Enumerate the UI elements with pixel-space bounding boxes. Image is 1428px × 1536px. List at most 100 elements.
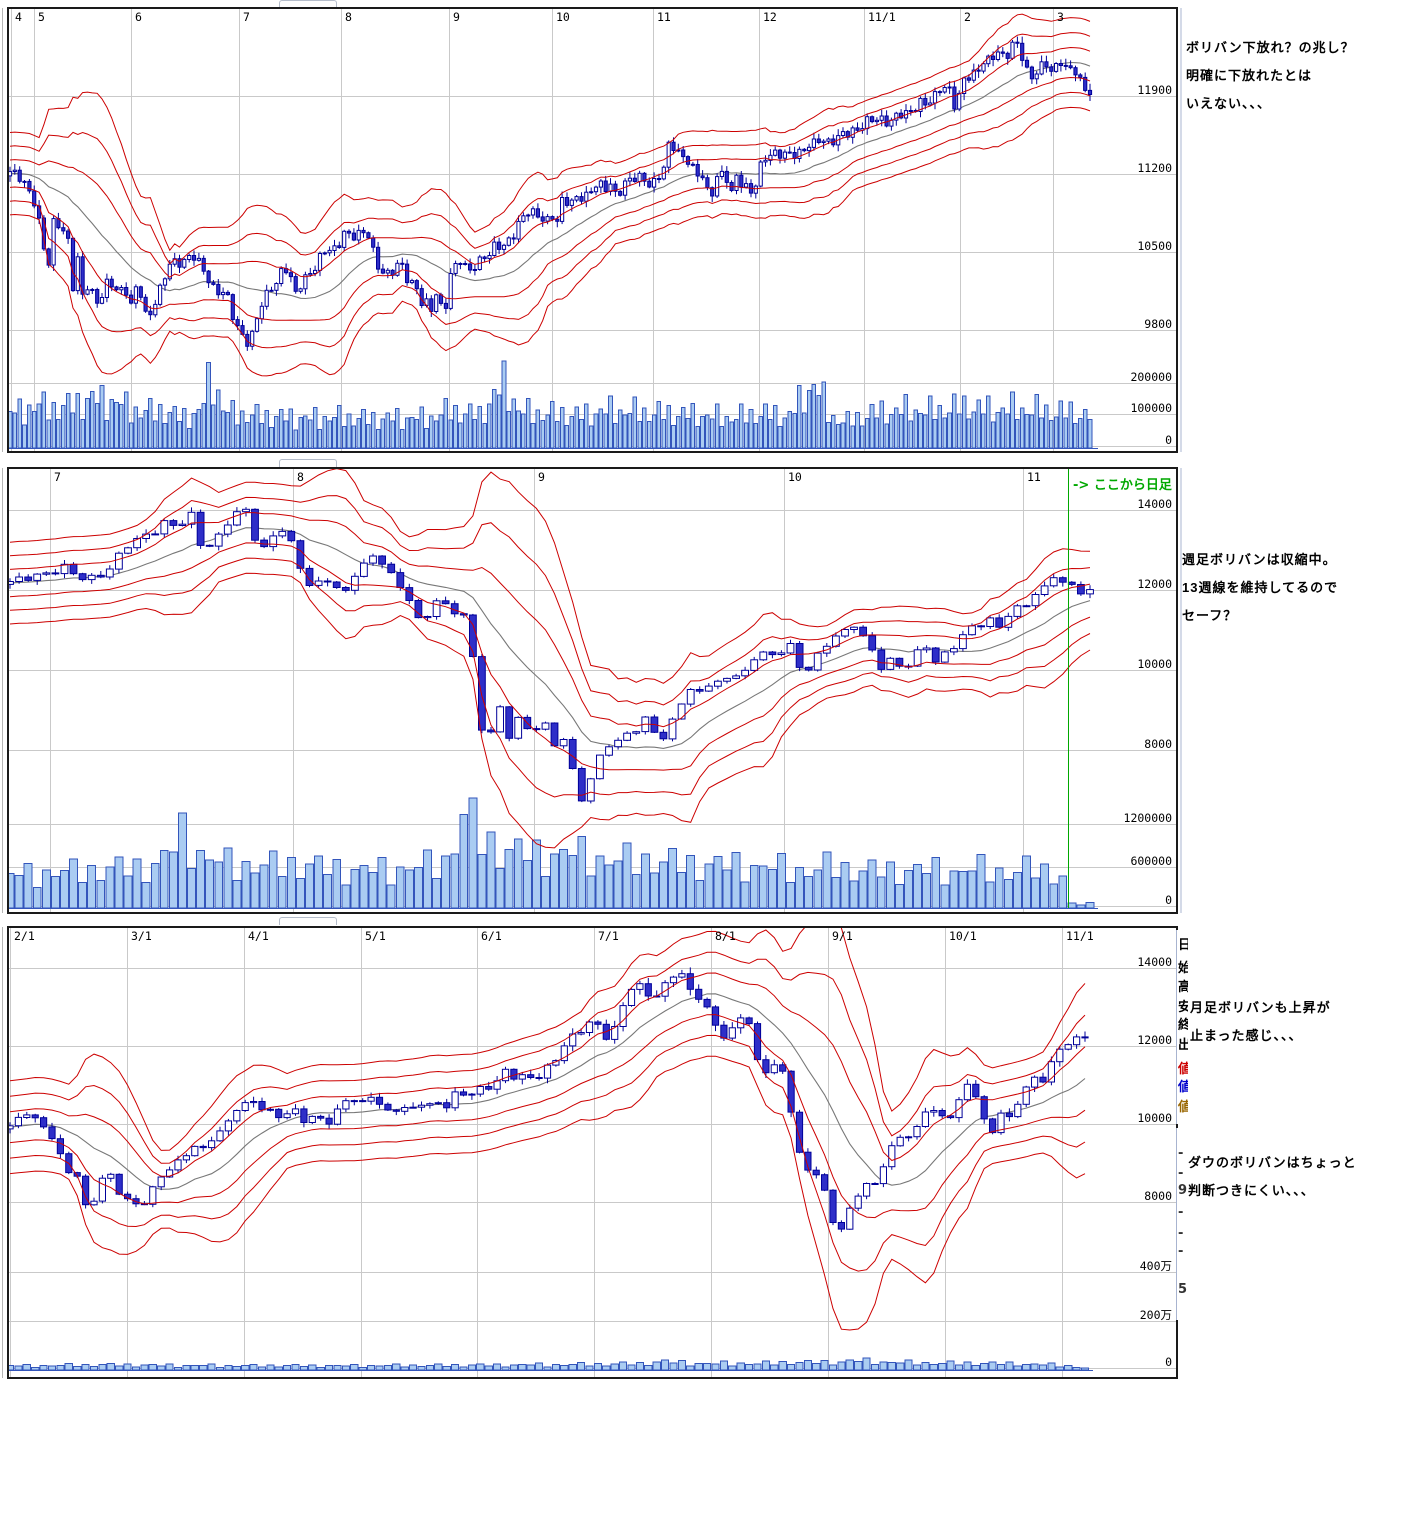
svg-text:3/1: 3/1 [131, 929, 152, 943]
svg-text:10/1: 10/1 [949, 929, 977, 943]
daily-bollinger-bands [9, 13, 1091, 377]
svg-text:8: 8 [345, 10, 352, 24]
monthly-axis-labels: 2/1 3/1 4/1 5/1 6/1 7/1 8/1 9/1 10/1 11/1 14000 120… [14, 929, 1172, 1369]
svg-text:10: 10 [556, 10, 570, 24]
annotation-line: 判断つきにくい、、、 [1188, 1183, 1315, 1198]
svg-text:0: 0 [1165, 433, 1172, 447]
svg-text:9800: 9800 [1144, 317, 1172, 331]
svg-text:11/1: 11/1 [1066, 929, 1094, 943]
panel-glyph: - [1178, 1244, 1184, 1259]
daily-axis-labels: 4 5 6 7 8 9 10 11 12 11/1 2 3 11900 11200 10500 9800 200… [15, 10, 1172, 447]
svg-text:12: 12 [763, 10, 777, 24]
svg-text:14000: 14000 [1137, 955, 1172, 969]
svg-text:5/1: 5/1 [365, 929, 386, 943]
panel-glyph: 値 [1178, 1076, 1188, 1095]
panel-glyph: 出 [1178, 1034, 1188, 1053]
svg-text:10: 10 [788, 470, 802, 484]
svg-text:400万: 400万 [1140, 1259, 1172, 1273]
window-artifact-middle [279, 459, 337, 467]
annotation-daily: ボリバン下放れ？の兆し？ 明確に下放れたとは いえない、、、 [1186, 34, 1355, 118]
svg-text:0: 0 [1165, 893, 1172, 907]
svg-text:8000: 8000 [1144, 737, 1172, 751]
daily-candles [9, 36, 1093, 351]
panel-glyph: 5 [1178, 1282, 1188, 1297]
panel-glyph: - [1178, 1205, 1184, 1220]
svg-text:14000: 14000 [1137, 497, 1172, 511]
window-artifact-top [279, 0, 337, 8]
cutoff-quote-panel: 日始高安終出値値値 [1176, 930, 1188, 1124]
svg-text:11: 11 [657, 10, 671, 24]
annotation-dow: ダウのボリバンはちょっと 判断つきにくい、、、 [1188, 1149, 1357, 1205]
monthly-chart: 2/1 3/1 4/1 5/1 6/1 7/1 8/1 9/1 10/1 11/1 14000 120… [2, 926, 1178, 1379]
panel-glyph: 高 [1178, 976, 1188, 995]
svg-text:6/1: 6/1 [481, 929, 502, 943]
svg-text:9/1: 9/1 [832, 929, 853, 943]
daily-chart: 4 5 6 7 8 9 10 11 12 11/1 2 3 11900 11200 10500 9800 200… [2, 7, 1182, 453]
svg-text:6: 6 [135, 10, 142, 24]
panel-glyph: 安 [1178, 996, 1188, 1015]
svg-text:4/1: 4/1 [248, 929, 269, 943]
weekly-chart: -> ここから日足 7 8 9 10 11 14000 12000 10000 8000 12000… [2, 467, 1182, 914]
monthly-candles [9, 967, 1089, 1233]
svg-text:7: 7 [243, 10, 250, 24]
annotation-line: ボリバン下放れ？の兆し？ [1186, 40, 1355, 55]
weekly-volume-bars [9, 797, 1095, 909]
svg-text:7: 7 [54, 470, 61, 484]
annotation-line: 明確に下放れたとは [1186, 68, 1313, 83]
panel-glyph: - [1178, 1146, 1184, 1161]
svg-text:9: 9 [538, 470, 545, 484]
svg-text:8/1: 8/1 [715, 929, 736, 943]
svg-text:10500: 10500 [1137, 239, 1172, 253]
annotation-line: 週足ボリバンは収縮中。 [1182, 552, 1337, 567]
weekly-bollinger-bands [9, 469, 1091, 849]
panel-glyph: 9 [1178, 1183, 1188, 1198]
weekly-ma-line [9, 527, 1091, 749]
svg-text:2: 2 [964, 10, 971, 24]
svg-text:10000: 10000 [1137, 1111, 1172, 1125]
annotation-line: 13週線を維持してるので [1182, 580, 1339, 595]
panel-glyph: 値 [1178, 1058, 1188, 1077]
window-artifact-bottom [279, 917, 337, 925]
svg-text:1200000: 1200000 [1124, 811, 1173, 825]
panel-glyph: 値 [1178, 1096, 1188, 1115]
svg-text:3: 3 [1057, 10, 1064, 24]
svg-text:600000: 600000 [1130, 854, 1172, 868]
svg-text:2/1: 2/1 [14, 929, 35, 943]
panel-glyph: 日 [1178, 934, 1188, 953]
annotation-line: セーフ？ [1182, 608, 1238, 623]
svg-text:200万: 200万 [1140, 1308, 1172, 1322]
svg-text:0: 0 [1165, 1355, 1172, 1369]
svg-text:11/1: 11/1 [868, 10, 896, 24]
svg-text:11: 11 [1027, 470, 1041, 484]
svg-text:8: 8 [297, 470, 304, 484]
svg-text:7/1: 7/1 [598, 929, 619, 943]
annotation-line: ダウのボリバンはちょっと [1188, 1155, 1357, 1170]
svg-text:11200: 11200 [1137, 161, 1172, 175]
svg-text:9: 9 [453, 10, 460, 24]
svg-text:12000: 12000 [1137, 577, 1172, 591]
daily-ma-line [9, 61, 1091, 300]
svg-text:200000: 200000 [1130, 370, 1172, 384]
annotation-monthly: 月足ボリバンも上昇が 止まった感じ、、、 [1190, 994, 1331, 1050]
annotation-weekly: 週足ボリバンは収縮中。 13週線を維持してるので セーフ？ [1182, 546, 1338, 630]
svg-text:100000: 100000 [1130, 401, 1172, 415]
weekly-axis-labels: 7 8 9 10 11 14000 12000 10000 8000 1200000 600000 0 [54, 470, 1172, 907]
weekly-candles [9, 507, 1094, 804]
annotation-line: 月足ボリバンも上昇が [1190, 1000, 1331, 1015]
cutoff-indicator-panel: - - 9 - - - 5 [1176, 1128, 1188, 1320]
svg-text:11900: 11900 [1137, 83, 1172, 97]
svg-text:8000: 8000 [1144, 1189, 1172, 1203]
panel-glyph: 終 [1178, 1014, 1188, 1033]
monthly-bollinger-bands [9, 928, 1086, 1331]
panel-glyph: - [1178, 1226, 1184, 1241]
svg-text:5: 5 [38, 10, 45, 24]
svg-text:10000: 10000 [1137, 657, 1172, 671]
panel-glyph: 始 [1178, 957, 1188, 976]
annotation-line: いえない、、、 [1186, 96, 1272, 111]
panel-glyph: - [1178, 1166, 1184, 1181]
daily-start-marker-label: -> ここから日足 [1073, 478, 1173, 493]
svg-text:4: 4 [15, 10, 22, 24]
svg-text:12000: 12000 [1137, 1033, 1172, 1047]
